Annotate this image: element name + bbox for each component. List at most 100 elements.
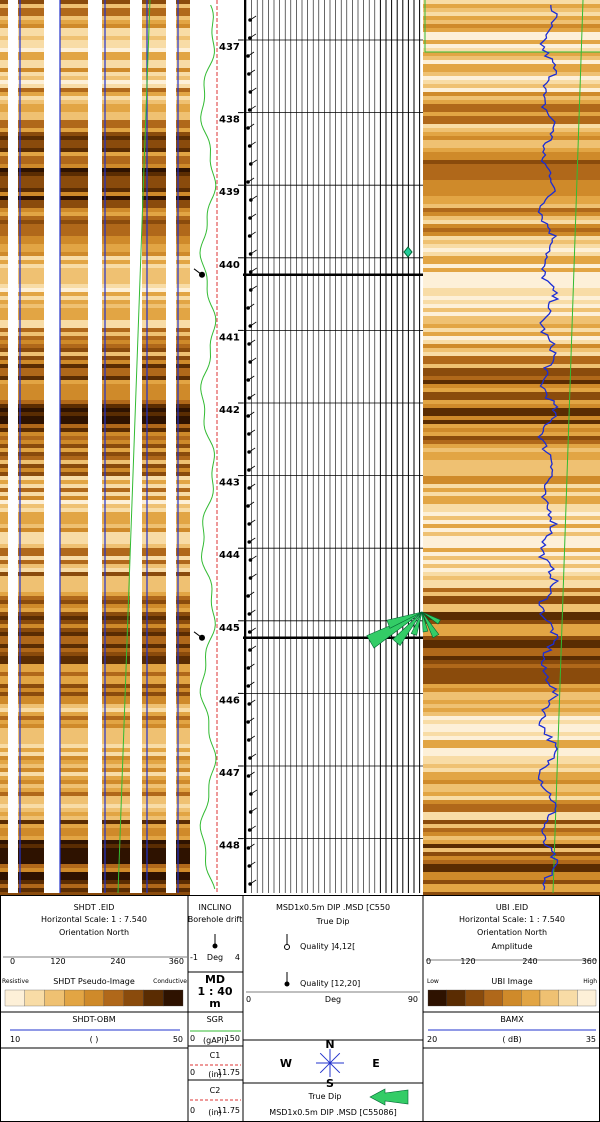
image-band: [423, 624, 600, 628]
dip-tail: [248, 483, 256, 489]
image-band: [423, 536, 600, 540]
image-band: [423, 248, 600, 252]
depth-label: 442: [219, 405, 240, 416]
image-band: [423, 376, 600, 380]
scale-label: 90: [407, 995, 418, 1004]
image-band: [423, 256, 600, 260]
image-band: [423, 116, 600, 120]
rose-petal: [386, 611, 423, 629]
compass-s: S: [326, 1077, 334, 1090]
dip-tail: [247, 501, 255, 507]
image-band: [423, 460, 600, 464]
dip-tail: [248, 735, 256, 741]
image-band: [423, 164, 600, 168]
dip-tail: [250, 789, 258, 795]
image-band: [423, 388, 600, 392]
pad-gap: [166, 0, 176, 893]
image-band: [423, 368, 600, 372]
image-band: [423, 236, 600, 240]
image-band: [423, 488, 600, 492]
image-band: [423, 504, 600, 508]
image-band: [423, 168, 600, 172]
image-band: [423, 516, 600, 520]
scale-label: 360: [581, 957, 597, 966]
image-band: [423, 668, 600, 672]
image-band: [423, 344, 600, 348]
image-band: [423, 628, 600, 632]
color-swatch: [4, 989, 25, 1007]
image-band: [423, 224, 600, 228]
image-band: [423, 576, 600, 580]
image-band: [423, 136, 600, 140]
image-band: [423, 532, 600, 536]
depth-label: 445: [219, 623, 240, 634]
md-unit: m: [209, 997, 221, 1010]
compass-e: E: [372, 1057, 380, 1070]
panel-title: SHDT .EID: [73, 903, 115, 912]
dip-tail: [249, 231, 256, 237]
dip-tail: [249, 879, 257, 885]
curve-min: 10: [10, 1035, 21, 1044]
image-band: [423, 260, 600, 264]
image-band: [423, 480, 600, 484]
color-swatch: [483, 989, 503, 1007]
compass-n: N: [325, 1038, 335, 1051]
image-band: [423, 360, 600, 364]
image-band: [423, 596, 600, 600]
azimuth-line: [552, 0, 584, 894]
image-band: [423, 456, 600, 460]
image-band: [423, 636, 600, 640]
curve-min: 0: [190, 1034, 196, 1043]
rose-petal: [392, 611, 423, 646]
image-band: [423, 548, 600, 552]
dip-tail: [249, 825, 256, 831]
image-band: [423, 824, 600, 828]
depth-label: 437: [219, 42, 240, 53]
image-band: [423, 500, 600, 504]
image-band: [423, 440, 600, 444]
image-band: [423, 328, 600, 332]
image-band: [423, 848, 600, 852]
bamx-curve: [537, 4, 560, 891]
dip-tail: [248, 375, 255, 381]
image-band: [423, 844, 600, 848]
image-band: [423, 140, 600, 144]
image-band: [423, 672, 600, 676]
dip-tail: [248, 429, 256, 435]
curve-name: C2: [209, 1086, 221, 1095]
curve-unit: (in): [208, 1108, 222, 1117]
curve-unit: (gAPI): [203, 1036, 227, 1045]
dip-tail: [249, 357, 257, 363]
color-swatch: [446, 989, 466, 1007]
image-band: [423, 708, 600, 712]
image-band: [423, 300, 600, 304]
dip-tail: [248, 69, 256, 75]
dip-tail: [249, 537, 256, 543]
legend-label: Resistive: [2, 978, 29, 985]
dip-tail: [247, 717, 255, 723]
color-swatch: [103, 989, 124, 1007]
image-band: [423, 92, 600, 96]
curve-unit: (in): [208, 1070, 222, 1079]
rose-source: MSD1x0.5m DIP .MSD [C55086]: [269, 1108, 397, 1117]
rose-petal: [421, 611, 429, 633]
compass-w: W: [279, 1057, 293, 1070]
image-band: [423, 188, 600, 192]
panel-text: Horizontal Scale: 1 : 7.540: [41, 915, 147, 924]
image-band: [423, 512, 600, 516]
dip-tail: [249, 105, 256, 111]
image-band: [423, 220, 600, 224]
image-band: [423, 24, 600, 28]
image-band: [423, 132, 600, 136]
dip-tail: [248, 339, 256, 345]
sgr-curve: [199, 4, 217, 890]
image-band: [423, 868, 600, 872]
dip-track: [243, 0, 423, 893]
image-band: [423, 204, 600, 208]
panel-title: UBI .EID: [495, 903, 529, 912]
image-band: [423, 604, 600, 608]
color-swatch: [143, 989, 164, 1007]
image-band: [423, 196, 600, 200]
